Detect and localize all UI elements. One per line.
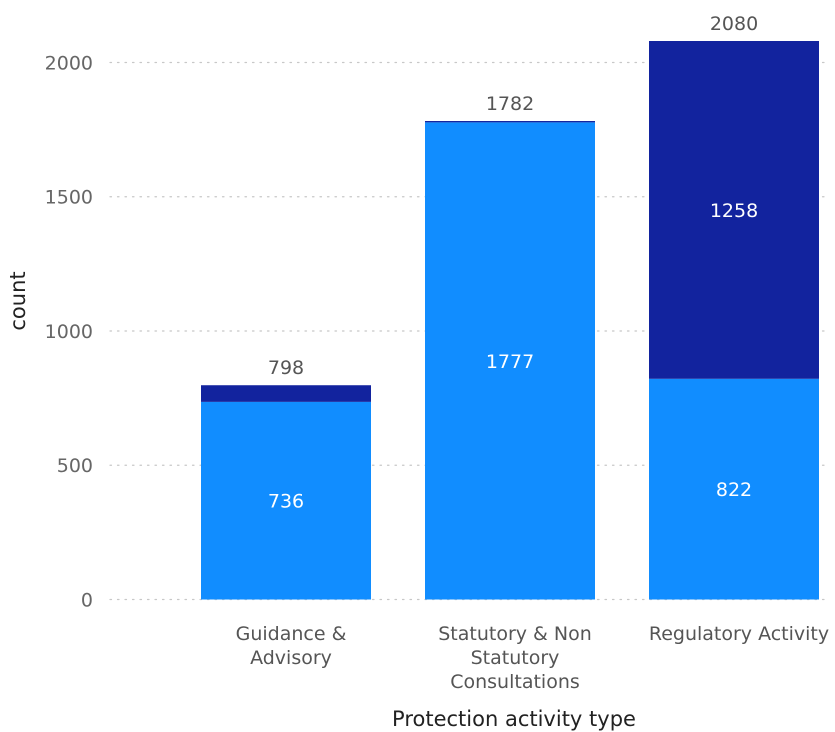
y-axis-ticks: 0 500 1000 1500 2000	[45, 52, 93, 611]
bar-segment	[201, 385, 371, 402]
y-tick-label: 500	[57, 455, 93, 477]
total-label: 2080	[710, 13, 758, 35]
x-tick-label: Guidance & Advisory	[236, 623, 347, 669]
x-tick-label: Statutory & Non Statutory Consultations	[438, 623, 592, 693]
bar-segment	[649, 378, 819, 600]
data-label: 1258	[710, 200, 758, 222]
y-tick-label: 2000	[45, 52, 93, 74]
x-axis-ticks: Guidance & Advisory Statutory & Non Statuto…	[236, 623, 830, 693]
bar-segment	[425, 121, 595, 123]
x-axis-title: Protection activity type	[392, 707, 636, 731]
bar-segment	[425, 122, 595, 600]
y-tick-label: 0	[81, 590, 93, 612]
data-label: 1777	[486, 351, 534, 373]
bar-segment	[201, 401, 371, 600]
y-tick-label: 1000	[45, 321, 93, 343]
y-tick-label: 1500	[45, 187, 93, 209]
bars: 736 798 1777 1782 822 1258 2080	[201, 13, 819, 600]
total-label: 798	[268, 357, 304, 379]
bar-segment	[649, 41, 819, 379]
total-label: 1782	[486, 93, 534, 115]
y-axis-title: count	[6, 271, 30, 330]
data-label: 822	[716, 479, 752, 501]
x-tick-label: Regulatory Activity	[649, 623, 829, 645]
data-label: 736	[268, 491, 304, 513]
